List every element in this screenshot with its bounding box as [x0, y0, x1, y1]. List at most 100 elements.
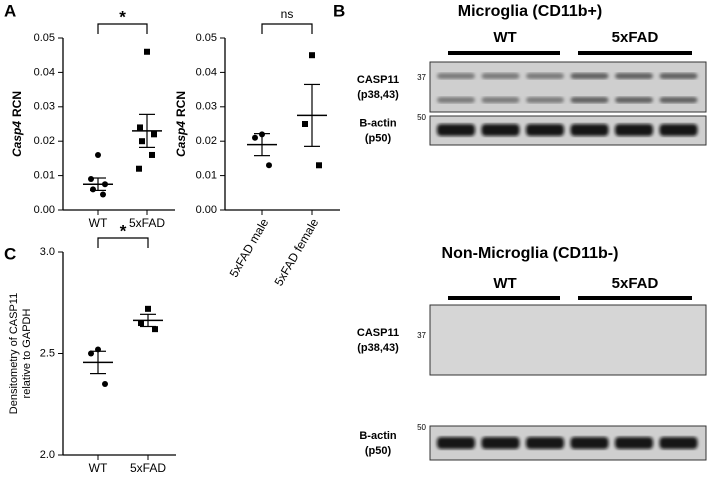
- y-tick-label: 0.03: [34, 101, 55, 113]
- data-point: [316, 162, 322, 169]
- y-tick-label: 0.02: [34, 135, 55, 147]
- y-axis-label: Casp4 RCN: [174, 91, 188, 157]
- data-point: [145, 305, 151, 312]
- band: [570, 73, 609, 79]
- band: [615, 97, 653, 103]
- y-tick-label: 0.01: [196, 170, 217, 182]
- group-label: WT: [493, 275, 516, 292]
- row-label: B-actin: [359, 117, 397, 129]
- group-label: 5xFAD: [612, 29, 659, 46]
- data-point: [252, 134, 258, 141]
- y-label-gene: Casp4: [174, 121, 188, 157]
- band: [437, 97, 475, 103]
- significance: *: [120, 221, 127, 240]
- y-tick-label: 2.5: [40, 347, 55, 359]
- data-point: [144, 48, 150, 55]
- data-point: [88, 176, 94, 183]
- y-tick-label: 0.02: [196, 135, 217, 147]
- x-tick-label: WT: [89, 216, 108, 230]
- row-label: (p50): [365, 445, 392, 457]
- y-label-text: RCN: [10, 91, 24, 117]
- row-label: (p50): [365, 132, 392, 144]
- data-point: [149, 151, 155, 158]
- panel-label: C: [4, 244, 16, 263]
- data-point: [139, 138, 145, 145]
- sig-bracket: [97, 23, 148, 34]
- group-label: WT: [493, 29, 516, 46]
- significance: *: [119, 7, 126, 26]
- y-axis-label: relative to GAPDH: [21, 309, 33, 399]
- group-line: [578, 296, 692, 300]
- y-label-gene: Casp4: [10, 121, 24, 157]
- y-tick-label: 2.0: [40, 449, 55, 461]
- group-line: [578, 51, 692, 55]
- mw-marker: 37: [417, 331, 426, 340]
- mw-marker: 50: [417, 113, 426, 122]
- y-tick-label: 0.04: [196, 66, 217, 78]
- blot: [429, 61, 707, 113]
- band: [481, 97, 520, 103]
- band: [526, 437, 564, 449]
- y-tick-label: 0.00: [34, 204, 55, 216]
- y-tick-label: 0.04: [34, 66, 55, 78]
- band: [526, 124, 564, 136]
- blot-title: Microglia (CD11b+): [458, 3, 602, 20]
- data-point: [151, 131, 157, 138]
- y-axis-label: Casp4 RCN: [10, 91, 24, 157]
- band: [659, 73, 698, 79]
- y-tick-label: 3.0: [40, 246, 55, 258]
- band: [526, 97, 564, 103]
- band: [437, 437, 475, 449]
- band: [615, 437, 653, 449]
- sig-bracket: [261, 23, 313, 34]
- data-point: [95, 346, 101, 353]
- band: [615, 73, 653, 79]
- y-axis-label: Densitometry of CASP11: [8, 293, 20, 414]
- data-point: [136, 165, 142, 172]
- y-label-text: RCN: [174, 91, 188, 117]
- band: [437, 73, 475, 79]
- data-point: [309, 52, 315, 59]
- band: [526, 73, 564, 79]
- data-point: [152, 326, 158, 333]
- band: [570, 437, 609, 449]
- data-point: [138, 320, 144, 327]
- x-tick-label: 5xFAD: [130, 461, 166, 474]
- data-point: [102, 181, 108, 188]
- y-tick-label: 0.05: [196, 32, 217, 44]
- group-line: [448, 296, 560, 300]
- band: [659, 97, 698, 103]
- panel-label: B: [333, 1, 345, 20]
- x-tick-label: WT: [89, 461, 108, 474]
- mw-marker: 37: [417, 73, 426, 82]
- data-point: [102, 380, 108, 387]
- y-tick-label: 0.01: [34, 170, 55, 182]
- band: [481, 124, 520, 136]
- data-point: [266, 162, 272, 169]
- row-label: CASP11: [357, 74, 399, 86]
- sig-bracket: [97, 237, 149, 248]
- y-tick-label: 0.05: [34, 32, 55, 44]
- band: [659, 124, 698, 136]
- data-point: [259, 131, 265, 138]
- data-point: [137, 124, 143, 131]
- data-point: [90, 186, 96, 193]
- panel-label: A: [4, 1, 16, 20]
- data-point: [302, 121, 308, 127]
- mw-marker: 50: [417, 423, 426, 432]
- band: [570, 124, 609, 136]
- row-label: (p38,43): [357, 342, 399, 354]
- row-label: (p38,43): [357, 89, 399, 101]
- data-point: [88, 350, 94, 357]
- band: [659, 437, 698, 449]
- row-label: B-actin: [359, 430, 397, 442]
- data-point: [95, 151, 101, 158]
- group-label: 5xFAD: [612, 275, 659, 292]
- row-label: CASP11: [357, 327, 399, 339]
- group-line: [448, 51, 560, 55]
- band: [481, 73, 520, 79]
- band: [570, 97, 609, 103]
- blot-title: Non-Microglia (CD11b-): [442, 245, 619, 262]
- data-point: [100, 191, 106, 198]
